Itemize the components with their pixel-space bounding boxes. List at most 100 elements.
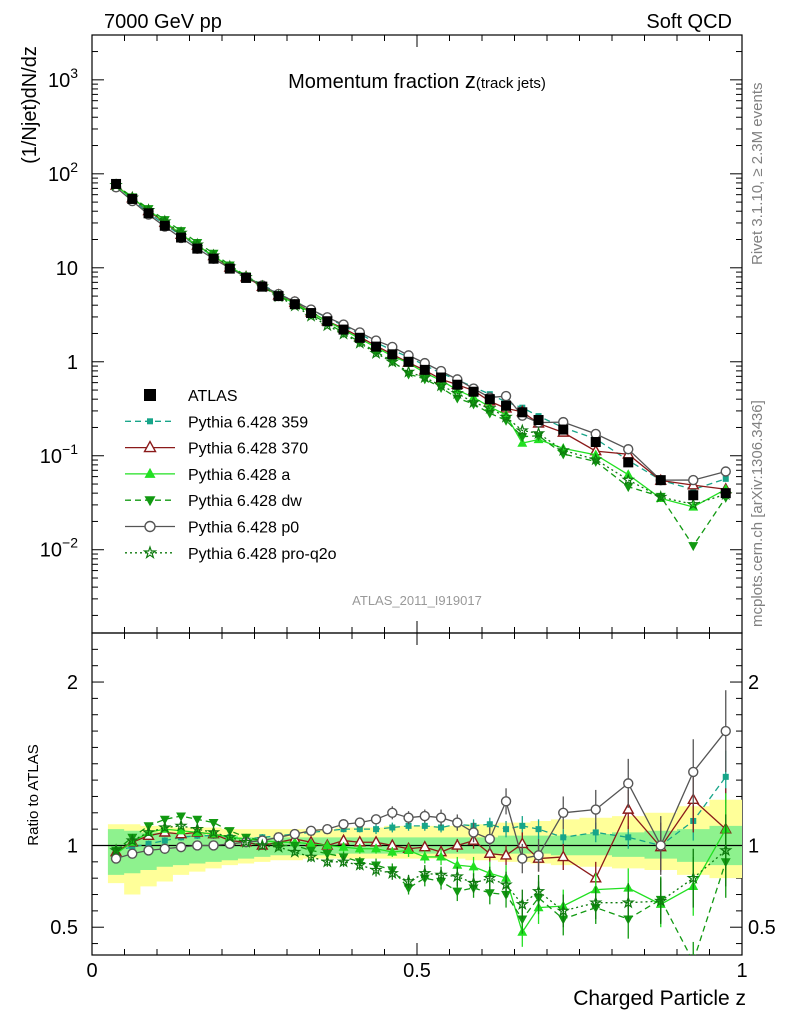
ratio-point [419,810,430,822]
ratio-point [239,835,253,848]
series-main-5 [109,178,733,511]
ratio-point [558,807,569,818]
ratio-point [450,869,465,883]
ratio-point [622,802,635,814]
ratio-point [452,859,463,869]
atlas-point [720,488,731,499]
y-tick-mantissa: 10 [48,164,70,186]
atlas-point [371,341,382,352]
ratio-point [223,830,237,844]
atlas-point [468,386,479,397]
atlas-point [289,299,300,310]
ratio-point [174,818,188,832]
legend-marker [147,418,153,425]
ratio-point [403,844,414,854]
ratio-point [590,804,601,815]
ratio-point [468,827,479,838]
ratio-point [592,829,599,836]
ratio-point [515,897,530,911]
ratio-point [143,845,154,856]
atlas-point [354,332,365,343]
ratio-plot-area: 0 0.5 10.5 0.51 12 2 [50,632,776,982]
ratio-point [452,817,463,828]
ratio-point [320,854,335,868]
series-line [115,184,727,547]
data-point [556,443,570,457]
y-axis-label: (1/Njet)dN/dz [19,46,41,164]
ratio-point [499,877,513,891]
y-tick-exponent: 2 [70,159,78,175]
legend-item: Pythia 6.428 dw [125,493,302,510]
ratio-point [436,851,446,861]
atlas-point [533,415,544,426]
ratio-y-axis-label: Ratio to ATLAS [25,744,42,845]
ratio-point [369,862,383,876]
data-point [159,216,170,226]
ratio-y-tick-label-right: 2 [748,672,759,694]
ratio-point [719,843,733,857]
ratio-point [141,825,156,839]
legend-marker [144,520,156,533]
ratio-point [354,817,365,828]
ratio-point [403,884,414,894]
main-frame-border [91,34,743,634]
ratio-point [466,876,481,889]
chart-title: Momentum fraction z(track jets) [288,68,546,93]
legend-marker [143,440,157,453]
ratio-point [484,833,495,845]
atlas-point [403,356,414,367]
ratio-point [435,812,447,823]
data-point [720,466,731,477]
ratio-y-tick-label: 2 [67,672,78,694]
series-ratio-4 [110,690,731,875]
ratio-point [385,866,400,879]
data-point [531,426,546,440]
ratio-y-tick-label: 1 [67,835,78,857]
atlas-point [257,281,268,292]
y-tick-mantissa: 10 [40,446,62,468]
ratio-frame-border [91,632,743,956]
ratio-point [722,773,729,780]
ratio-point [533,850,544,861]
ratio-point [176,812,186,822]
ratio-point [322,850,333,860]
ratio-point [556,903,570,917]
ratio-point [255,838,270,852]
atlas-point [273,291,284,302]
ratio-point [560,834,567,841]
series-main-4 [110,182,731,486]
legend-label: Pythia 6.428 pro-q2o [188,546,337,563]
ratio-point [158,820,172,834]
ratio-point [625,834,632,841]
ratio-point [623,778,634,789]
ratio-point [468,861,479,871]
y-tick-mantissa: 10 [40,540,62,562]
data-point [385,354,400,368]
ratio-point [371,843,381,853]
ratio-point [192,815,203,825]
ratio-point [159,815,170,825]
ratio-point [206,825,221,839]
ratio-point [271,840,286,853]
y-tick-label: 10−1 [40,441,78,468]
atlas-point [306,308,317,319]
atlas-point [436,372,447,383]
ratio-point [451,838,464,850]
ratio-point [336,854,351,868]
y-tick-label: 103 [48,65,78,92]
ratio-point [503,826,510,833]
atlas-point [419,364,430,375]
ratio-point [373,826,380,833]
ratio-y-tick-label-right: 1 [748,835,759,857]
series-main-2 [111,180,731,511]
ratio-point [305,825,317,836]
legend-item: ATLAS [144,388,238,405]
y-tick-label: 1 [67,352,78,374]
rivet-version-label: Rivet 3.1.10, ≥ 2.3M events [749,83,766,266]
ratio-point [517,915,528,925]
atlas-point [192,243,203,254]
data-point [369,346,383,359]
data-point [401,364,416,378]
atlas-point [501,400,512,411]
